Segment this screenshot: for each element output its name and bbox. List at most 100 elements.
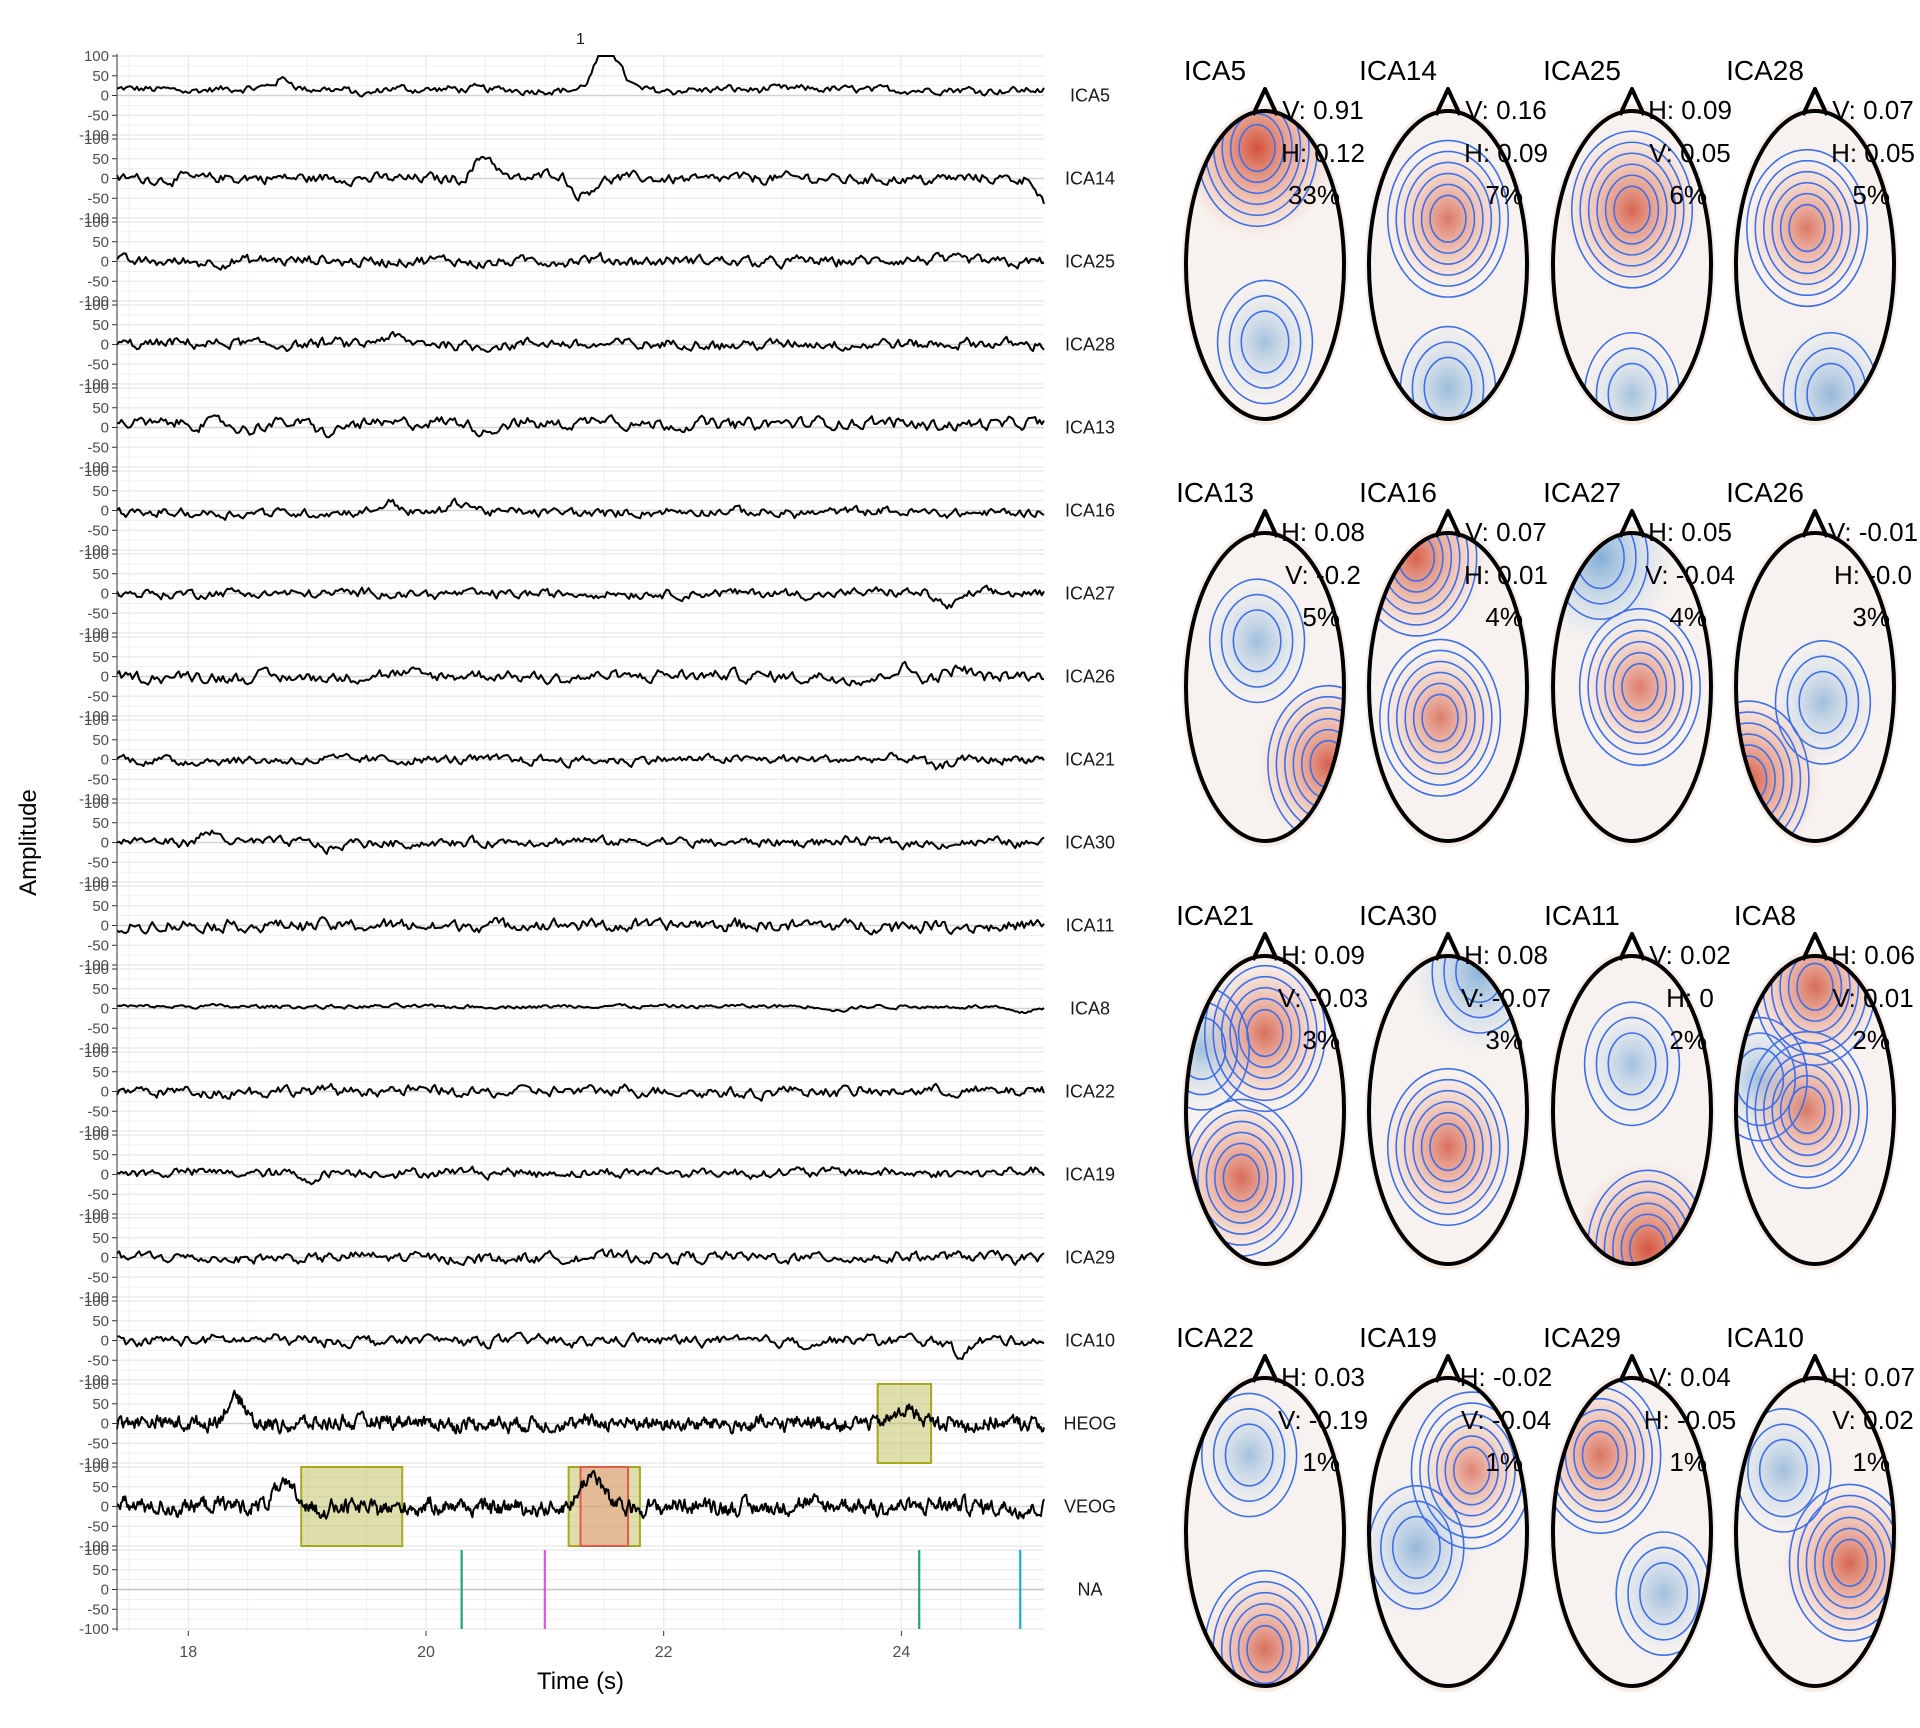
channel-labels: ICA5 ICA14 ICA25 ICA28 ICA13 ICA16 ICA27 ICA26 I… — [1063, 86, 1116, 1600]
channel-label: ICA13 — [1065, 418, 1115, 438]
topomap-contour — [1421, 693, 1459, 742]
time-series-panel: 100500-50-100100500-50-100100500-50-1001… — [15, 31, 1117, 1695]
y-tick-label: 100 — [84, 1459, 109, 1476]
y-tick-label: 50 — [92, 566, 109, 583]
y-tick-label: 0 — [101, 171, 109, 188]
topomap-contour — [1205, 1131, 1277, 1224]
y-tick-label: -50 — [87, 605, 109, 622]
topomap-contour — [1604, 640, 1676, 734]
channel-label: VEOG — [1064, 1497, 1116, 1517]
topomap-stat-2: V: 0.02 — [1832, 1405, 1913, 1435]
head-outline — [1184, 531, 1346, 843]
head-outline — [1734, 954, 1896, 1266]
trace-heog — [116, 1389, 1045, 1435]
y-tick-label: 100 — [84, 1127, 109, 1144]
x-tick-label: 24 — [892, 1644, 910, 1661]
topomap-ica30: ICA30 H: 0.08 V: -0.07 3% — [1359, 900, 1551, 1270]
y-tick-label: 100 — [84, 380, 109, 397]
y-tick-label: -100 — [79, 1455, 109, 1472]
topomap-ica13: ICA13 H: 0.08 V: -0.2 5% — [1176, 477, 1365, 847]
topomap-contour — [1831, 1538, 1869, 1587]
topomap-title: ICA30 — [1359, 900, 1437, 931]
y-tick-label: 0 — [101, 1333, 109, 1350]
y-tick-label: -100 — [79, 1289, 109, 1306]
topomap-contour — [1736, 711, 1802, 841]
topomap-title: ICA19 — [1359, 1322, 1437, 1353]
y-tick-label: -50 — [87, 1435, 109, 1452]
trace-ica14 — [116, 156, 1045, 205]
head-outline — [1367, 109, 1529, 421]
topomap-variance: 6% — [1669, 180, 1707, 210]
y-tick-label: -50 — [87, 522, 109, 539]
topomap-variance: 1% — [1485, 1447, 1523, 1477]
channel-label: ICA27 — [1065, 584, 1115, 604]
y-tick-label: 0 — [101, 1499, 109, 1516]
topomap-fill — [1186, 956, 1344, 1264]
channel-label: ICA30 — [1065, 833, 1115, 853]
topomap-stat-1: V: 0.04 — [1649, 1362, 1730, 1392]
x-axis: 18 20 22 24 — [179, 1631, 910, 1661]
topomap-contour — [1587, 618, 1693, 756]
topomap-ica25: ICA25 H: 0.09 V: 0.05 6% — [1543, 55, 1732, 425]
y-tick-label: 50 — [92, 1064, 109, 1081]
channel-label: ICA28 — [1065, 335, 1115, 355]
topomap-contour — [1214, 1142, 1269, 1213]
topomap-contour — [1412, 1100, 1484, 1194]
y-tick-label: -50 — [87, 1269, 109, 1286]
topomap-ica27: ICA27 H: 0.05 V: -0.04 4% — [1543, 477, 1735, 847]
y-tick-label: 50 — [92, 1230, 109, 1247]
channel-label: ICA21 — [1065, 750, 1115, 770]
topomap-cold-region — [1583, 337, 1681, 419]
topomap-title: ICA25 — [1543, 55, 1621, 86]
trace-ica19 — [116, 1165, 1045, 1186]
topomap-variance: 3% — [1485, 1025, 1523, 1055]
topomap-fill — [1369, 111, 1527, 419]
topomap-contour — [1237, 1613, 1293, 1685]
topomap-contour — [1427, 1413, 1516, 1528]
topomap-contour — [1208, 578, 1306, 704]
topomap-ica16: ICA16 V: 0.07 H: 0.01 4% — [1359, 477, 1548, 847]
topomap-stat-2: H: 0.05 — [1831, 138, 1915, 168]
topomap-contour — [1758, 1438, 1808, 1502]
y-tick-label: 0 — [101, 1582, 109, 1599]
nose-icon — [1801, 1354, 1829, 1383]
y-tick-label: -100 — [79, 625, 109, 642]
topomap-contour — [1420, 1111, 1476, 1183]
topomap-stat-2: H: -0.0 — [1834, 560, 1912, 590]
topomap-contour — [1395, 150, 1501, 287]
topomap-ica26: ICA26 V: -0.01 H: -0.0 3% — [1726, 477, 1918, 847]
topomap-cold-region — [1389, 320, 1507, 419]
topomap-variance: 7% — [1485, 180, 1523, 210]
topomap-variance: 33% — [1288, 180, 1340, 210]
topomap-hot-region — [1563, 131, 1701, 288]
topomap-contour — [1814, 1516, 1886, 1609]
topomap-contour — [1612, 651, 1668, 723]
topomap-variance: 3% — [1852, 602, 1890, 632]
topomap-fill — [1186, 111, 1344, 419]
topomap-fill — [1369, 1378, 1527, 1686]
topomap-contour — [1386, 139, 1510, 298]
topomap-contour — [1429, 1122, 1467, 1172]
y-tick-label: -50 — [87, 771, 109, 788]
topomap-stat-1: V: 0.16 — [1465, 95, 1546, 125]
topomap-hot-region — [1257, 683, 1344, 841]
topomap-contour — [1379, 638, 1502, 797]
topomap-hot-region — [1570, 1161, 1711, 1264]
topomap-variance: 2% — [1852, 1025, 1890, 1055]
y-tick-label: 100 — [84, 214, 109, 231]
y-tick-label: 100 — [84, 712, 109, 729]
head-outline — [1551, 531, 1713, 843]
y-tick-label: 50 — [92, 981, 109, 998]
topomap-variance: 5% — [1302, 602, 1340, 632]
topomap-contour — [1429, 194, 1467, 243]
nose-icon — [1618, 1354, 1646, 1383]
topomap-contour — [1607, 362, 1657, 419]
topomap-title: ICA13 — [1176, 477, 1254, 508]
y-tick-label: -50 — [87, 1352, 109, 1369]
topomap-contour — [1607, 1032, 1657, 1096]
topomap-variance: 1% — [1669, 1447, 1707, 1477]
topomap-stat-2: V: -0.04 — [1461, 1405, 1551, 1435]
topomap-cold-region — [1203, 578, 1311, 704]
y-tick-label: 50 — [92, 1396, 109, 1413]
topomap-hot-region — [1747, 1041, 1867, 1179]
